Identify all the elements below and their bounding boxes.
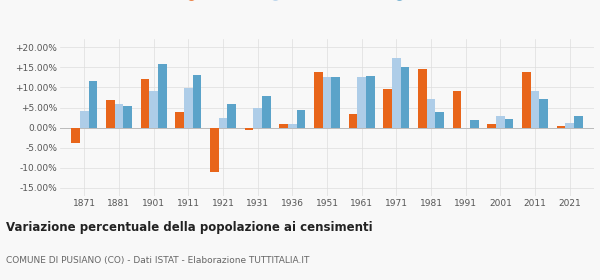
Bar	[349, 114, 358, 128]
Bar	[115, 104, 123, 128]
Bar	[71, 128, 80, 143]
Bar	[158, 64, 167, 128]
Bar	[436, 111, 444, 128]
Bar	[288, 124, 296, 128]
Legend: Pusiano, Provincia di CO, Lombardia: Pusiano, Provincia di CO, Lombardia	[176, 0, 478, 4]
Bar	[392, 59, 401, 128]
Bar	[253, 108, 262, 128]
Bar	[140, 80, 149, 128]
Bar	[452, 91, 461, 128]
Text: COMUNE DI PUSIANO (CO) - Dati ISTAT - Elaborazione TUTTITALIA.IT: COMUNE DI PUSIANO (CO) - Dati ISTAT - El…	[6, 256, 310, 265]
Bar	[106, 99, 115, 128]
Bar	[557, 126, 565, 128]
Bar	[401, 67, 409, 128]
Bar	[80, 111, 89, 128]
Bar	[565, 123, 574, 128]
Bar	[418, 69, 427, 128]
Bar	[574, 116, 583, 128]
Bar	[358, 77, 366, 128]
Bar	[245, 128, 253, 130]
Bar	[210, 128, 218, 172]
Bar	[218, 118, 227, 128]
Bar	[227, 104, 236, 128]
Bar	[323, 77, 331, 128]
Bar	[296, 110, 305, 128]
Bar	[149, 92, 158, 128]
Bar	[496, 116, 505, 128]
Bar	[262, 96, 271, 128]
Bar	[175, 111, 184, 128]
Bar	[383, 89, 392, 128]
Bar	[123, 106, 132, 128]
Bar	[193, 74, 202, 128]
Bar	[427, 99, 436, 128]
Bar	[470, 120, 479, 128]
Bar	[89, 81, 97, 128]
Bar	[366, 76, 374, 128]
Bar	[314, 72, 323, 128]
Bar	[522, 72, 531, 128]
Bar	[184, 88, 193, 128]
Bar	[539, 99, 548, 128]
Bar	[280, 124, 288, 128]
Bar	[505, 119, 514, 128]
Text: Variazione percentuale della popolazione ai censimenti: Variazione percentuale della popolazione…	[6, 221, 373, 234]
Bar	[487, 124, 496, 128]
Bar	[331, 77, 340, 128]
Bar	[461, 128, 470, 129]
Bar	[531, 92, 539, 128]
